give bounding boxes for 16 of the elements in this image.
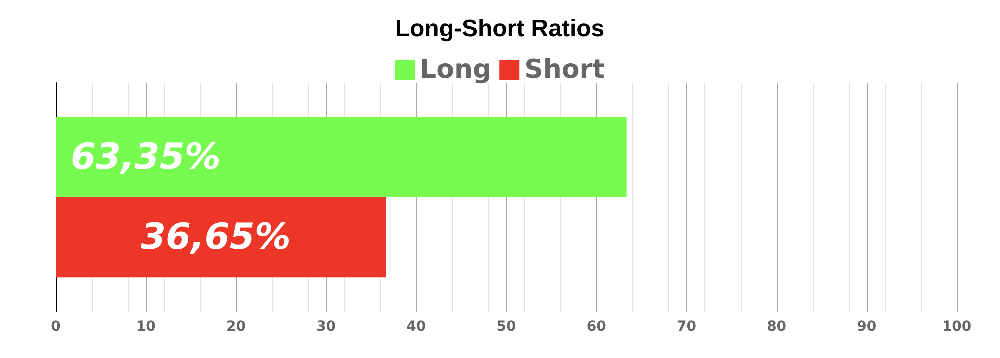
legend-label: Short (524, 55, 605, 85)
x-tick-label: 10 (136, 319, 156, 335)
x-tick-label: 20 (226, 319, 246, 335)
data-label: 36,65% (141, 217, 291, 258)
x-tick-label: 100 (942, 319, 972, 335)
x-tick-label: 50 (496, 319, 516, 335)
x-tick-label: 0 (51, 319, 62, 335)
x-tick-label: 70 (676, 319, 697, 335)
x-tick-label: 60 (586, 319, 607, 335)
x-tick-label: 80 (767, 319, 787, 335)
x-tick-label: 40 (406, 319, 426, 335)
legend-label: Long (420, 55, 492, 85)
data-label: 63,35% (71, 136, 221, 178)
x-tick-label: 30 (316, 319, 336, 335)
x-tick-label: 90 (857, 319, 877, 335)
chart-title: Long-Short Ratios (395, 16, 605, 42)
